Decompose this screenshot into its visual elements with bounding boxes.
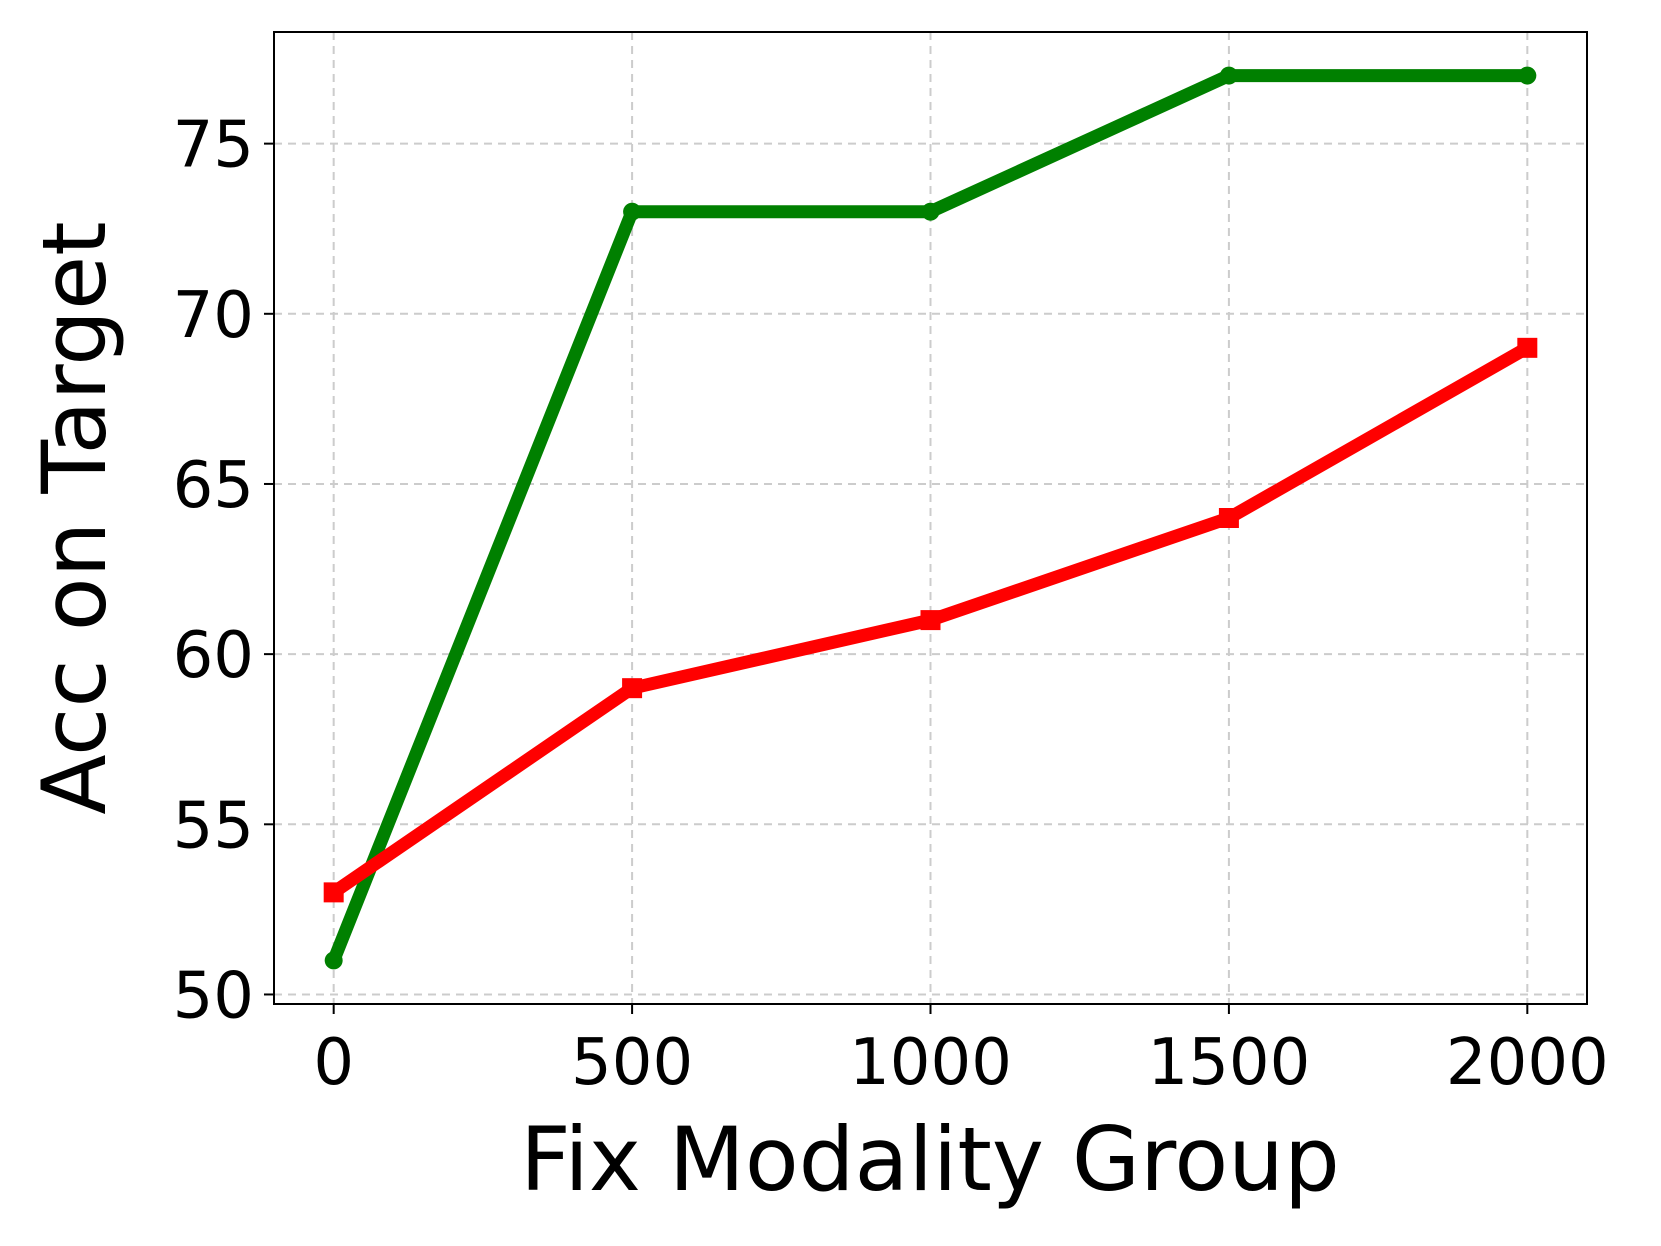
y-tick-label: 75: [173, 109, 254, 183]
marker: [1218, 508, 1239, 528]
marker: [623, 202, 642, 221]
marker: [921, 202, 940, 221]
marker: [1517, 337, 1538, 358]
y-tick-label: 50: [173, 959, 254, 1033]
plot-frame: [273, 31, 1588, 1005]
marker: [920, 610, 941, 631]
x-axis-label: Fix Modality Group: [520, 1108, 1340, 1211]
y-tick-label: 70: [173, 279, 254, 353]
y-tick-label: 65: [173, 449, 254, 523]
marker: [323, 882, 344, 903]
x-tick-label: 2000: [1446, 1026, 1609, 1100]
x-tick-label: 1500: [1147, 1026, 1310, 1100]
y-tick-label: 60: [173, 619, 254, 693]
x-tick-label: 0: [313, 1026, 354, 1100]
marker: [1518, 66, 1537, 85]
x-tick-label: 500: [571, 1026, 693, 1100]
y-axis-label: Acc on Target: [23, 221, 126, 814]
x-tick-label: 1000: [849, 1026, 1012, 1100]
y-tick-label: 55: [173, 789, 254, 863]
marker: [622, 678, 643, 699]
marker: [1219, 66, 1238, 85]
marker: [324, 951, 343, 970]
